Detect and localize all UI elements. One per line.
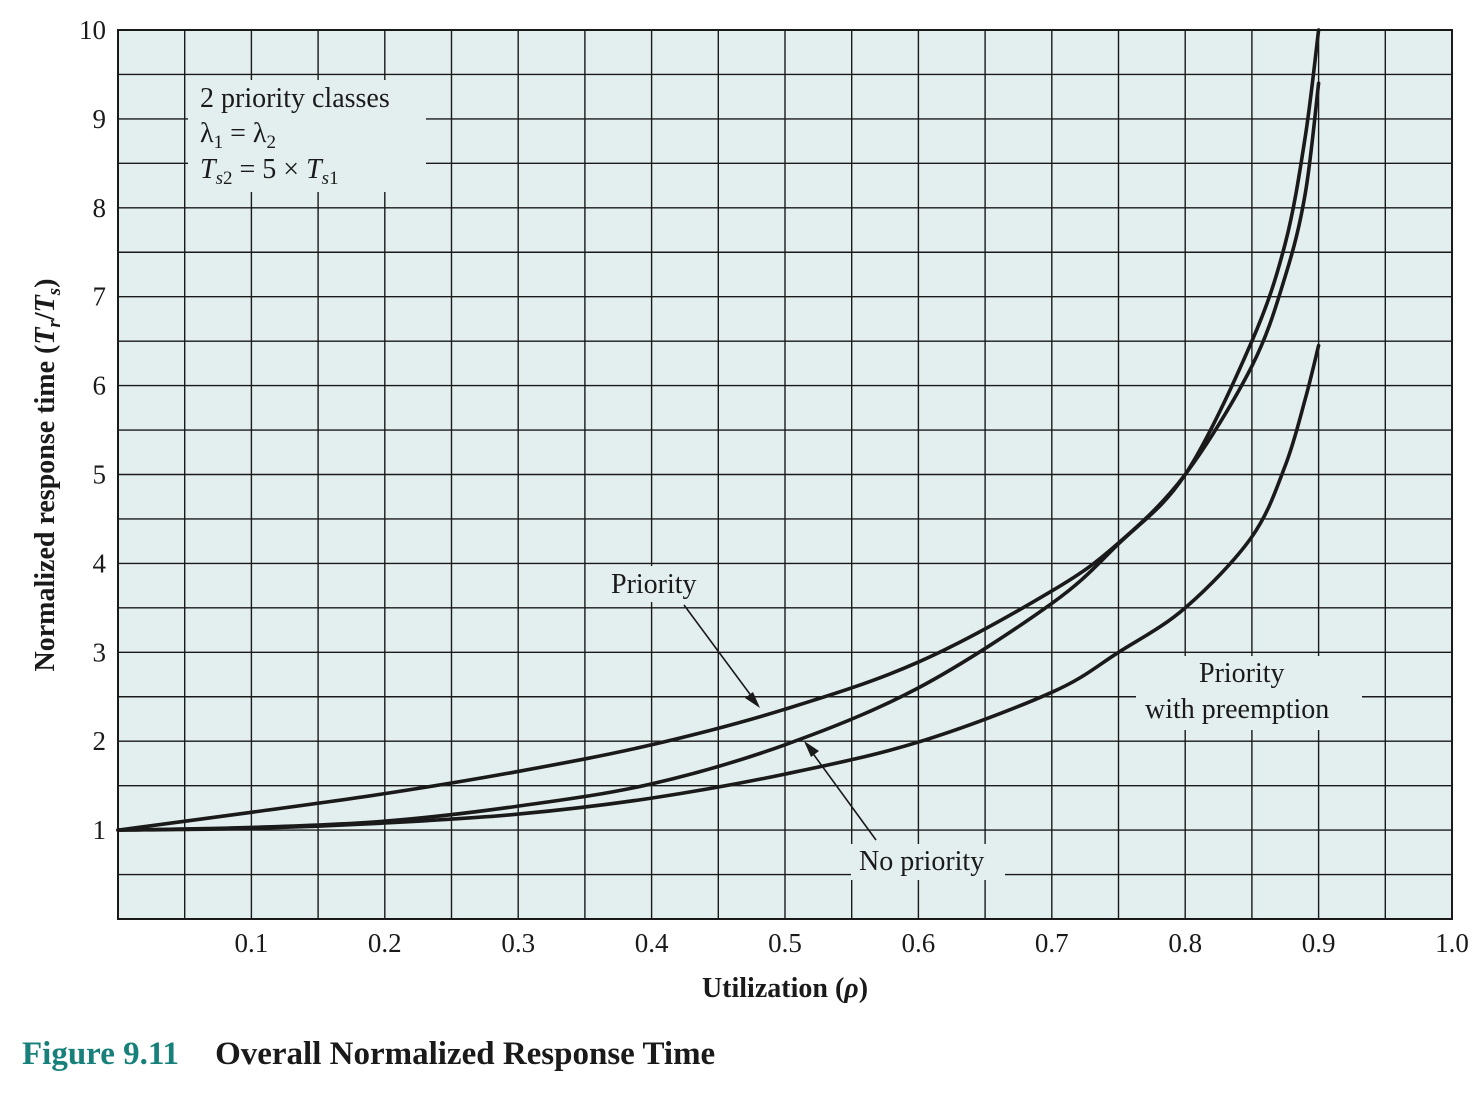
x-tick-label: 0.3: [501, 928, 535, 958]
y-tick-label: 5: [93, 460, 107, 490]
y-tick-label: 10: [79, 15, 106, 45]
x-tick-labels: 0.1 0.2 0.3 0.4 0.5 0.6 0.7 0.8 0.9 1.0: [235, 928, 1469, 958]
tr-symbol: Tr: [30, 320, 65, 345]
annotation-priority: Priority: [611, 569, 697, 600]
ts-symbol: Ts: [30, 288, 65, 313]
y-tick-label: 1: [93, 815, 107, 845]
x-tick-label: 1.0: [1435, 928, 1469, 958]
figure-number: Figure 9.11: [22, 1036, 180, 1072]
lambda-2-sub: 2: [266, 132, 276, 153]
annotation-preemption-line-1: Priority: [1199, 658, 1285, 689]
legend-box-bg: [188, 80, 426, 192]
arrowhead-no-priority: [804, 741, 819, 757]
y-tick-label: 3: [93, 637, 107, 667]
x-tick-label: 0.7: [1035, 928, 1069, 958]
ts2-symbol: T: [200, 154, 218, 185]
x-tick-label: 0.9: [1302, 928, 1336, 958]
x-tick-label: 0.1: [235, 928, 269, 958]
y-tick-labels: 1 2 3 4 5 6 7 8 9 10: [79, 15, 107, 845]
annotation-priority-bg: [606, 566, 710, 602]
y-tick-label: 8: [93, 193, 107, 223]
annotation-preemption-bg: [1136, 656, 1362, 730]
annotation-no-priority: No priority: [859, 846, 984, 877]
y-tick-label: 6: [93, 371, 107, 401]
lambda-1: λ: [200, 118, 214, 149]
x-axis-title: Utilization (ρ): [702, 973, 868, 1004]
rho-symbol: ρ: [843, 973, 858, 1004]
y-axis-title: Normalized response time (Tr/Ts): [30, 279, 65, 672]
plot-frame: [117, 29, 1453, 920]
ts1-symbol: T: [306, 154, 324, 185]
curves: [116, 28, 1321, 832]
ts1-sub: s1: [322, 168, 339, 189]
x-tick-label: 0.2: [368, 928, 402, 958]
equals-sign: = λ: [223, 118, 267, 149]
y-tick-label: 9: [93, 104, 107, 134]
lambda-1-sub: 1: [214, 132, 224, 153]
x-tick-label: 0.5: [768, 928, 802, 958]
figure-caption: Figure 9.11 Overall Normalized Response T…: [22, 1036, 715, 1073]
arrowhead-priority: [745, 692, 760, 708]
series-line-no-priority: [116, 28, 1321, 832]
y-tick-label: 4: [93, 548, 107, 578]
ts-relation: = 5 ×: [232, 154, 306, 185]
series-line-priority-with-preemption: [116, 343, 1321, 832]
annotation-no-priority-bg: [851, 844, 1005, 880]
x-tick-label: 0.4: [635, 928, 669, 958]
chart: 2 priority classes λ1 = λ2 Ts2 = 5 × Ts1…: [30, 15, 1469, 1004]
arrow-priority: [683, 604, 759, 706]
legend-line-3: Ts2 = 5 × Ts1: [200, 154, 339, 189]
figure-title: Overall Normalized Response Time: [215, 1036, 716, 1072]
legend-line-2: λ1 = λ2: [200, 118, 276, 153]
arrow-no-priority: [805, 743, 877, 841]
annotation-preemption-line-2: with preemption: [1145, 694, 1329, 725]
y-tick-label: 2: [93, 726, 107, 756]
y-tick-label: 7: [93, 282, 107, 312]
series-line-priority: [116, 81, 1321, 832]
ts2-sub: s2: [216, 168, 233, 189]
legend-line-1: 2 priority classes: [200, 83, 390, 114]
x-tick-label: 0.8: [1168, 928, 1202, 958]
x-tick-label: 0.6: [902, 928, 936, 958]
